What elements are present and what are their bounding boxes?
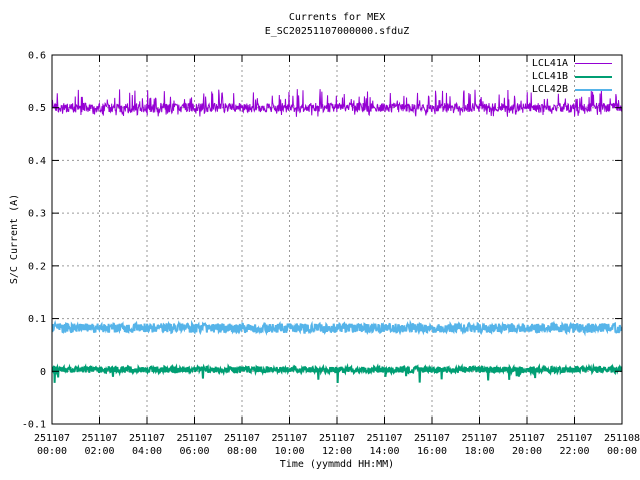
x-tick-label-date: 251107 bbox=[129, 433, 165, 444]
chart-title: Currents for MEX bbox=[288, 12, 386, 23]
y-tick-label: 0.2 bbox=[28, 261, 46, 272]
x-tick-label-date: 251107 bbox=[224, 433, 260, 444]
legend-label-lcl42b: LCL42B bbox=[531, 83, 568, 95]
x-tick-label-date: 251107 bbox=[414, 433, 450, 444]
legend-row-lcl41b: LCL41B bbox=[532, 70, 612, 83]
legend-line-sample-lcl41a bbox=[575, 63, 612, 64]
x-tick-label-date: 251107 bbox=[81, 433, 117, 444]
legend: LCL41A LCL41B LCL42B bbox=[532, 57, 612, 96]
y-tick-label: -0.1 bbox=[22, 420, 46, 431]
x-axis-label: Time (yymmdd HH:MM) bbox=[279, 459, 395, 470]
x-tick-label-time: 02:00 bbox=[84, 446, 114, 457]
x-tick-label-date: 251107 bbox=[461, 433, 497, 444]
y-axis-label: S/C Current (A) bbox=[9, 193, 20, 285]
x-tick-label-time: 00:00 bbox=[607, 446, 637, 457]
x-tick-label-date: 251107 bbox=[176, 433, 212, 444]
x-tick-label-date: 251107 bbox=[271, 433, 307, 444]
x-tick-label-time: 20:00 bbox=[512, 446, 542, 457]
x-tick-label-date: 251107 bbox=[366, 433, 402, 444]
x-tick-label-time: 16:00 bbox=[417, 446, 447, 457]
x-tick-label-time: 12:00 bbox=[322, 446, 352, 457]
legend-line-sample-lcl42b bbox=[575, 88, 612, 91]
x-tick-label-time: 04:00 bbox=[132, 446, 162, 457]
x-tick-label-time: 00:00 bbox=[37, 446, 67, 457]
x-tick-label-date: 251107 bbox=[319, 433, 355, 444]
legend-label-lcl41b: LCL41B bbox=[531, 70, 568, 82]
chart-subtitle: E_SC20251107000000.sfduZ bbox=[264, 26, 410, 37]
legend-row-lcl42b: LCL42B bbox=[532, 83, 612, 96]
x-tick-label-date: 251107 bbox=[556, 433, 592, 444]
x-tick-label-date: 251107 bbox=[34, 433, 70, 444]
legend-label-lcl41a: LCL41A bbox=[531, 57, 568, 69]
y-tick-label: 0 bbox=[40, 367, 46, 378]
x-tick-label-time: 10:00 bbox=[274, 446, 304, 457]
x-tick-label-date: 251107 bbox=[509, 433, 545, 444]
x-tick-label-time: 06:00 bbox=[179, 446, 209, 457]
legend-row-lcl41a: LCL41A bbox=[532, 57, 612, 70]
x-tick-label-time: 18:00 bbox=[464, 446, 494, 457]
y-tick-label: 0.1 bbox=[28, 314, 46, 325]
series-line-lcl41a bbox=[52, 89, 622, 117]
series-line-lcl42b bbox=[52, 319, 622, 337]
x-tick-label-time: 14:00 bbox=[369, 446, 399, 457]
x-tick-label-time: 22:00 bbox=[559, 446, 589, 457]
x-tick-label-time: 08:00 bbox=[227, 446, 257, 457]
series-line-lcl41b bbox=[52, 362, 622, 383]
y-tick-label: 0.3 bbox=[28, 209, 46, 220]
y-tick-label: 0.5 bbox=[28, 103, 46, 114]
legend-line-sample-lcl41b bbox=[575, 75, 612, 78]
y-tick-label: 0.6 bbox=[28, 51, 46, 62]
x-tick-label-date: 251108 bbox=[604, 433, 640, 444]
y-tick-label: 0.4 bbox=[28, 156, 46, 167]
